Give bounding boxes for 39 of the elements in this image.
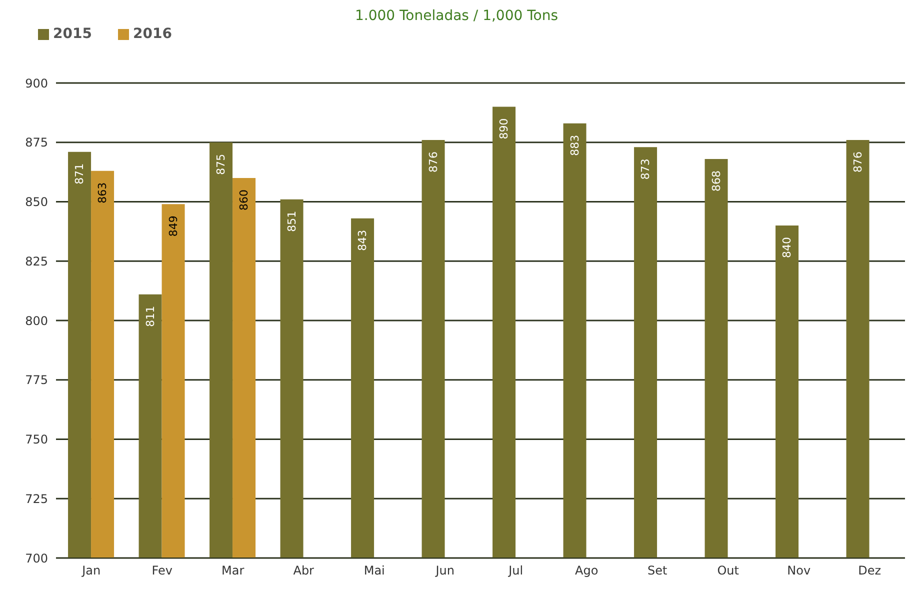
data-label: 871 xyxy=(73,163,86,184)
x-tick-label: Out xyxy=(717,564,740,578)
x-tick-label: Mai xyxy=(364,564,385,578)
data-label: 883 xyxy=(568,134,582,156)
data-label: 840 xyxy=(780,237,794,258)
y-tick-label: 900 xyxy=(25,76,48,90)
legend-label: 2016 xyxy=(132,26,172,42)
x-tick-label: Fev xyxy=(152,564,172,578)
data-label: 860 xyxy=(238,190,251,210)
x-tick-label: Set xyxy=(648,564,668,578)
data-label: 873 xyxy=(639,158,652,180)
data-label: 851 xyxy=(285,210,298,232)
data-label: 890 xyxy=(498,118,511,140)
x-tick-label: Ago xyxy=(575,564,598,578)
x-tick-label: Jan xyxy=(81,564,101,578)
data-label: 868 xyxy=(710,170,723,192)
y-tick-label: 875 xyxy=(25,136,48,150)
x-tick-label: Abr xyxy=(293,564,314,578)
y-tick-label: 850 xyxy=(25,195,48,210)
x-tick-label: Mar xyxy=(222,564,244,578)
y-tick-label: 775 xyxy=(25,373,48,388)
data-label: 811 xyxy=(144,306,157,327)
y-tick-label: 825 xyxy=(25,254,48,268)
data-label: 843 xyxy=(356,230,370,251)
y-tick-label: 700 xyxy=(25,551,48,566)
data-label: 863 xyxy=(96,182,110,204)
x-tick-label: Jul xyxy=(508,564,524,578)
data-label: 876 xyxy=(851,152,864,172)
x-tick-label: Dez xyxy=(858,564,882,578)
chart-title: 1.000 Toneladas / 1,000 Tons xyxy=(354,8,560,24)
y-tick-label: 750 xyxy=(25,432,48,447)
data-label: 875 xyxy=(214,154,228,175)
x-tick-label: Jun xyxy=(434,564,454,578)
y-tick-label: 725 xyxy=(25,492,48,506)
legend-label: 2015 xyxy=(52,26,92,42)
y-tick-label: 800 xyxy=(25,314,48,328)
x-tick-label: Nov xyxy=(787,564,811,578)
data-label: 849 xyxy=(166,216,180,237)
data-label: 876 xyxy=(426,152,440,172)
